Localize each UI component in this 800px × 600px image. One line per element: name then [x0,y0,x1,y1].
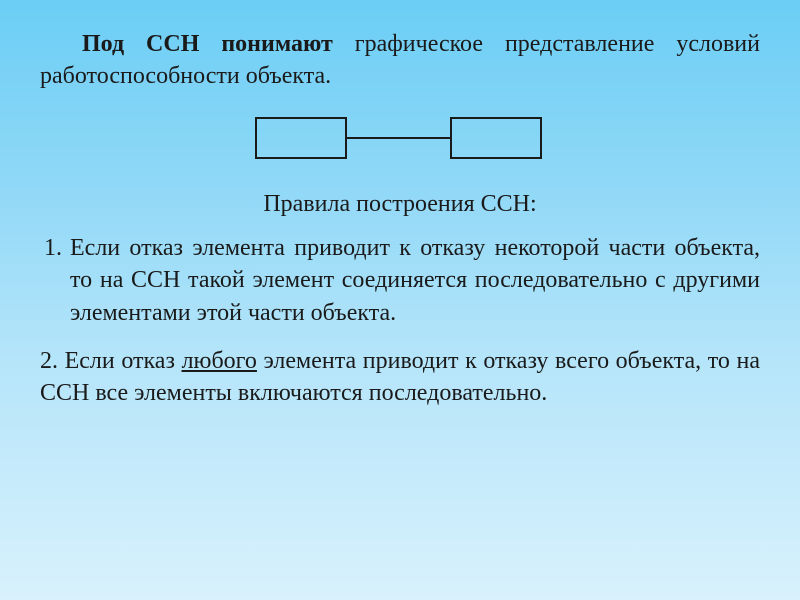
rule-2-prefix: 2. Если отказ [40,348,182,374]
rule-1-text: Если отказ элемента приводит к отказу не… [70,232,760,329]
intro-paragraph: Под ССН понимают графическое представлен… [40,28,760,93]
rule-1-number: 1. [40,232,70,264]
rule-2-underlined: любого [182,348,257,374]
intro-bold: Под ССН понимают [82,31,333,57]
rule-2: 2. Если отказ любого элемента приводит к… [40,345,760,410]
diagram-box-right [451,118,541,158]
diagram-box-left [256,118,346,158]
rules-subtitle: Правила построения ССН: [40,191,760,218]
series-diagram [40,115,760,161]
diagram-svg [250,115,550,161]
rule-1: 1. Если отказ элемента приводит к отказу… [40,232,760,329]
